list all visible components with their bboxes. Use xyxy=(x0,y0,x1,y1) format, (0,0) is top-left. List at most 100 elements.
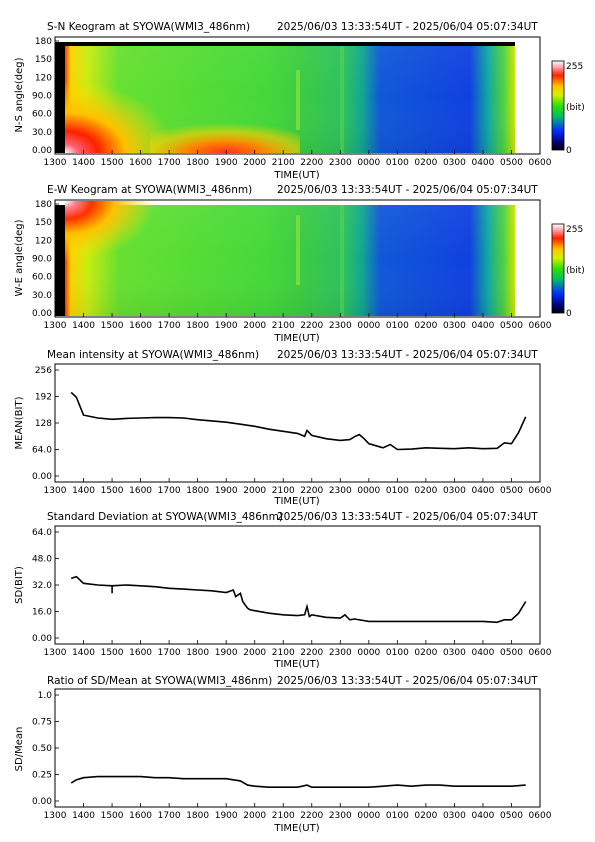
ratio-xtick-label: 1500 xyxy=(101,811,124,821)
panel-sn-keogram: S-N Keogram at SYOWA(WMI3_486nm) 2025/06… xyxy=(14,21,585,181)
ew-xtick-label: 2100 xyxy=(272,321,295,331)
panel-mean-intensity: Mean intensity at SYOWA(WMI3_486nm) 2025… xyxy=(14,349,552,507)
sn-xtick-label: 0100 xyxy=(386,158,409,168)
ew-colorbar-max: 255 xyxy=(566,225,583,235)
ratio-xtick-label: 1300 xyxy=(44,811,67,821)
sd-xlabel: TIME(UT) xyxy=(273,659,319,670)
ew-keogram-title: E-W Keogram at SYOWA(WMI3_486nm) xyxy=(47,184,252,196)
ratio-ytick-label: 1.0 xyxy=(38,691,53,701)
mean-xtick-label: 2100 xyxy=(272,486,295,496)
ratio-time-range: 2025/06/03 13:33:54UT - 2025/06/04 05:07… xyxy=(277,675,538,687)
ratio-title: Ratio of SD/Mean at SYOWA(WMI3_486nm) xyxy=(47,675,272,687)
ew-xtick-label: 0300 xyxy=(443,321,466,331)
sn-keogram-title: S-N Keogram at SYOWA(WMI3_486nm) xyxy=(47,21,250,33)
sn-keogram-time-range: 2025/06/03 13:33:54UT - 2025/06/04 05:07… xyxy=(277,21,538,33)
mean-ytick-label: 256 xyxy=(35,366,52,376)
sd-ytick-label: 16.0 xyxy=(32,608,52,618)
ew-keogram-streak-2230 xyxy=(340,205,344,316)
ew-ytick-label: 120 xyxy=(35,236,52,246)
mean-xtick-label: 0100 xyxy=(386,486,409,496)
sn-keogram-top-mask xyxy=(65,42,515,46)
sn-keogram-aurora-1900 xyxy=(150,110,300,153)
mean-xtick-label: 2300 xyxy=(329,486,352,496)
mean-ylabel: MEAN(BIT) xyxy=(14,396,25,449)
ew-xtick-label: 1300 xyxy=(44,321,67,331)
sn-xtick-label: 1600 xyxy=(129,158,152,168)
ew-keogram-streak-2150 xyxy=(296,215,300,285)
sd-xtick-label: 1600 xyxy=(129,648,152,658)
sn-xtick-label: 1400 xyxy=(72,158,95,168)
sn-xtick-label: 2200 xyxy=(300,158,323,168)
sd-series-line xyxy=(70,575,527,624)
ew-xtick-label: 1600 xyxy=(129,321,152,331)
sd-xtick-label: 2300 xyxy=(329,648,352,658)
ew-xtick-label: 2000 xyxy=(243,321,266,331)
ew-xtick-label: 0200 xyxy=(414,321,437,331)
sn-colorbar xyxy=(551,60,565,151)
sd-xtick-label: 1700 xyxy=(158,648,181,658)
sd-xtick-label: 0000 xyxy=(357,648,380,658)
ew-keogram-time-range: 2025/06/03 13:33:54UT - 2025/06/04 05:07… xyxy=(277,184,538,196)
sd-ytick-label: 32.0 xyxy=(32,581,52,591)
ratio-xtick-label: 0400 xyxy=(471,811,494,821)
ew-keogram-aurora-early xyxy=(65,201,155,261)
ratio-xtick-label: 2200 xyxy=(300,811,323,821)
ratio-xtick-label: 1400 xyxy=(72,811,95,821)
ew-colorbar-min: 0 xyxy=(566,309,572,319)
sn-colorbar-unit: (bit) xyxy=(566,103,585,113)
mean-time-range: 2025/06/03 13:33:54UT - 2025/06/04 05:07… xyxy=(277,349,538,361)
mean-ytick-label: 128 xyxy=(35,419,52,429)
sd-x-ticks: 1300 1400 1500 1600 1700 1800 1900 2000 2100 2200… xyxy=(44,640,552,658)
sd-y-ticks: 0.00 16.0 32.0 48.0 64.0 xyxy=(32,528,59,644)
sn-xtick-label: 1800 xyxy=(186,158,209,168)
ratio-xlabel: TIME(UT) xyxy=(273,823,319,834)
ratio-ylabel: SD/Mean xyxy=(14,727,25,772)
sn-xtick-label: 2100 xyxy=(272,158,295,168)
sn-xtick-label: 0300 xyxy=(443,158,466,168)
ew-colorbar-unit: (bit) xyxy=(566,266,585,276)
ew-xtick-label: 2200 xyxy=(300,321,323,331)
sd-xtick-label: 1400 xyxy=(72,648,95,658)
ratio-ytick-label: 0.75 xyxy=(32,718,52,728)
mean-title: Mean intensity at SYOWA(WMI3_486nm) xyxy=(47,349,259,361)
ew-ytick-label: 30.0 xyxy=(32,291,52,301)
sd-ytick-label: 0.00 xyxy=(32,634,52,644)
sd-xtick-label: 2000 xyxy=(243,648,266,658)
panel-standard-deviation: Standard Deviation at SYOWA(WMI3_486nm) … xyxy=(14,511,552,670)
mean-xtick-label: 0400 xyxy=(471,486,494,496)
ew-ytick-label: 150 xyxy=(35,218,52,228)
sd-xtick-label: 0600 xyxy=(529,648,552,658)
ew-xtick-label: 0400 xyxy=(471,321,494,331)
sn-keogram-left-mask xyxy=(55,42,65,153)
mean-xtick-label: 1600 xyxy=(129,486,152,496)
sn-ytick-label: 90.0 xyxy=(32,92,52,102)
ratio-x-ticks: 1300 1400 1500 1600 1700 1800 1900 2000 2100 2200… xyxy=(44,803,552,821)
ew-keogram-ylabel: W-E angle(deg) xyxy=(14,219,25,296)
mean-ytick-label: 0.00 xyxy=(32,472,52,482)
sn-xtick-label: 0200 xyxy=(414,158,437,168)
ratio-xtick-label: 1800 xyxy=(186,811,209,821)
mean-xlabel: TIME(UT) xyxy=(273,496,319,507)
sn-xtick-label: 2000 xyxy=(243,158,266,168)
ratio-ytick-label: 0.25 xyxy=(32,771,52,781)
ratio-xtick-label: 0300 xyxy=(443,811,466,821)
ratio-series-line xyxy=(70,775,526,788)
sn-xtick-label: 0600 xyxy=(529,158,552,168)
sd-ylabel: SD(BIT) xyxy=(14,566,25,604)
sn-keogram-streak-2150 xyxy=(296,70,300,130)
mean-xtick-label: 1800 xyxy=(186,486,209,496)
ew-keogram-xlabel: TIME(UT) xyxy=(273,333,319,344)
mean-xtick-label: 1400 xyxy=(72,486,95,496)
panel-sd-mean-ratio: Ratio of SD/Mean at SYOWA(WMI3_486nm) 20… xyxy=(14,675,552,834)
sd-xtick-label: 2200 xyxy=(300,648,323,658)
sd-xtick-label: 0100 xyxy=(386,648,409,658)
sn-ytick-label: 0.00 xyxy=(32,146,52,156)
sn-xtick-label: 2300 xyxy=(329,158,352,168)
mean-series-line xyxy=(70,391,527,451)
sn-keogram-x-ticks: 1300 1400 1500 1600 1700 1800 1900 2000 2100 2200… xyxy=(44,150,552,168)
sn-ytick-label: 30.0 xyxy=(32,128,52,138)
ew-ytick-label: 60.0 xyxy=(32,273,52,283)
sd-xtick-label: 0300 xyxy=(443,648,466,658)
ratio-xtick-label: 0200 xyxy=(414,811,437,821)
mean-frame xyxy=(54,363,541,483)
